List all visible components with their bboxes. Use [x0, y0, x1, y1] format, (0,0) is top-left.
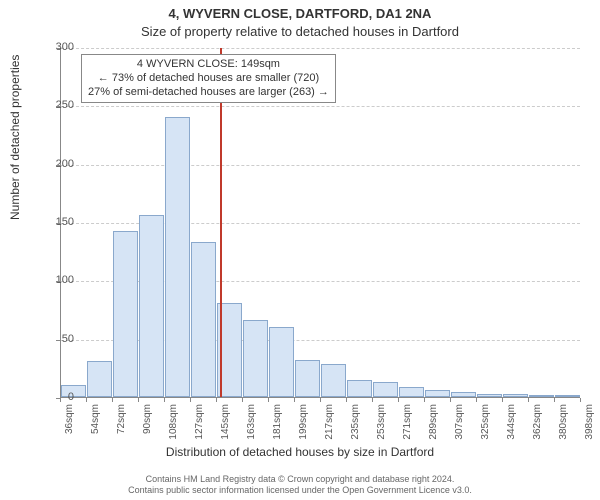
- gridline: [61, 106, 580, 107]
- x-tick-mark: [424, 398, 425, 402]
- footer-line1: Contains HM Land Registry data © Crown c…: [0, 474, 600, 485]
- histogram-bar: [373, 382, 398, 397]
- chart-title-address: 4, WYVERN CLOSE, DARTFORD, DA1 2NA: [0, 6, 600, 21]
- footer-line2: Contains public sector information licen…: [0, 485, 600, 496]
- gridline: [61, 165, 580, 166]
- footer-attribution: Contains HM Land Registry data © Crown c…: [0, 474, 600, 496]
- y-tick-label: 300: [34, 41, 74, 53]
- gridline: [61, 48, 580, 49]
- x-tick-mark: [554, 398, 555, 402]
- y-tick-mark: [56, 340, 60, 341]
- histogram-bar: [191, 242, 216, 397]
- histogram-bar: [87, 361, 112, 397]
- x-tick-mark: [216, 398, 217, 402]
- histogram-bar: [295, 360, 320, 397]
- annotation-line3: 27% of semi-detached houses are larger (…: [88, 86, 329, 100]
- x-tick-mark: [268, 398, 269, 402]
- y-tick-label: 0: [34, 391, 74, 403]
- x-tick-mark: [580, 398, 581, 402]
- x-axis-label: Distribution of detached houses by size …: [0, 445, 600, 459]
- x-tick-mark: [294, 398, 295, 402]
- histogram-bar: [451, 392, 476, 397]
- histogram-bar: [165, 117, 190, 397]
- y-tick-label: 150: [34, 216, 74, 228]
- histogram-bar: [399, 387, 424, 398]
- x-tick-mark: [60, 398, 61, 402]
- annotation-line1: 4 WYVERN CLOSE: 149sqm: [88, 58, 329, 72]
- y-tick-mark: [56, 106, 60, 107]
- y-tick-mark: [56, 48, 60, 49]
- x-tick-mark: [346, 398, 347, 402]
- histogram-bar: [139, 215, 164, 397]
- x-tick-mark: [528, 398, 529, 402]
- x-tick-mark: [476, 398, 477, 402]
- histogram-bar: [425, 390, 450, 397]
- chart-subtitle: Size of property relative to detached ho…: [0, 24, 600, 39]
- x-tick-mark: [164, 398, 165, 402]
- x-tick-mark: [86, 398, 87, 402]
- histogram-bar: [347, 380, 372, 398]
- plot-area: 4 WYVERN CLOSE: 149sqm ← 73% of detached…: [60, 48, 580, 398]
- x-tick-mark: [372, 398, 373, 402]
- annotation-line2: ← 73% of detached houses are smaller (72…: [88, 72, 329, 86]
- y-tick-label: 200: [34, 158, 74, 170]
- chart-container: 4, WYVERN CLOSE, DARTFORD, DA1 2NA Size …: [0, 0, 600, 500]
- histogram-bar: [269, 327, 294, 397]
- histogram-bar: [555, 395, 580, 397]
- x-tick-mark: [398, 398, 399, 402]
- y-tick-mark: [56, 223, 60, 224]
- y-tick-label: 50: [34, 333, 74, 345]
- x-tick-mark: [450, 398, 451, 402]
- histogram-bar: [503, 394, 528, 398]
- x-tick-mark: [242, 398, 243, 402]
- x-tick-mark: [138, 398, 139, 402]
- y-axis-label: Number of detached properties: [8, 55, 22, 220]
- x-tick-mark: [320, 398, 321, 402]
- x-tick-mark: [190, 398, 191, 402]
- y-tick-label: 250: [34, 99, 74, 111]
- histogram-bar: [243, 320, 268, 397]
- y-tick-label: 100: [34, 274, 74, 286]
- histogram-bar: [477, 394, 502, 398]
- x-tick-mark: [112, 398, 113, 402]
- histogram-bar: [529, 395, 554, 397]
- y-tick-mark: [56, 165, 60, 166]
- histogram-bar: [321, 364, 346, 397]
- annotation-box: 4 WYVERN CLOSE: 149sqm ← 73% of detached…: [81, 54, 336, 103]
- histogram-bar: [113, 231, 138, 397]
- x-tick-mark: [502, 398, 503, 402]
- y-tick-mark: [56, 281, 60, 282]
